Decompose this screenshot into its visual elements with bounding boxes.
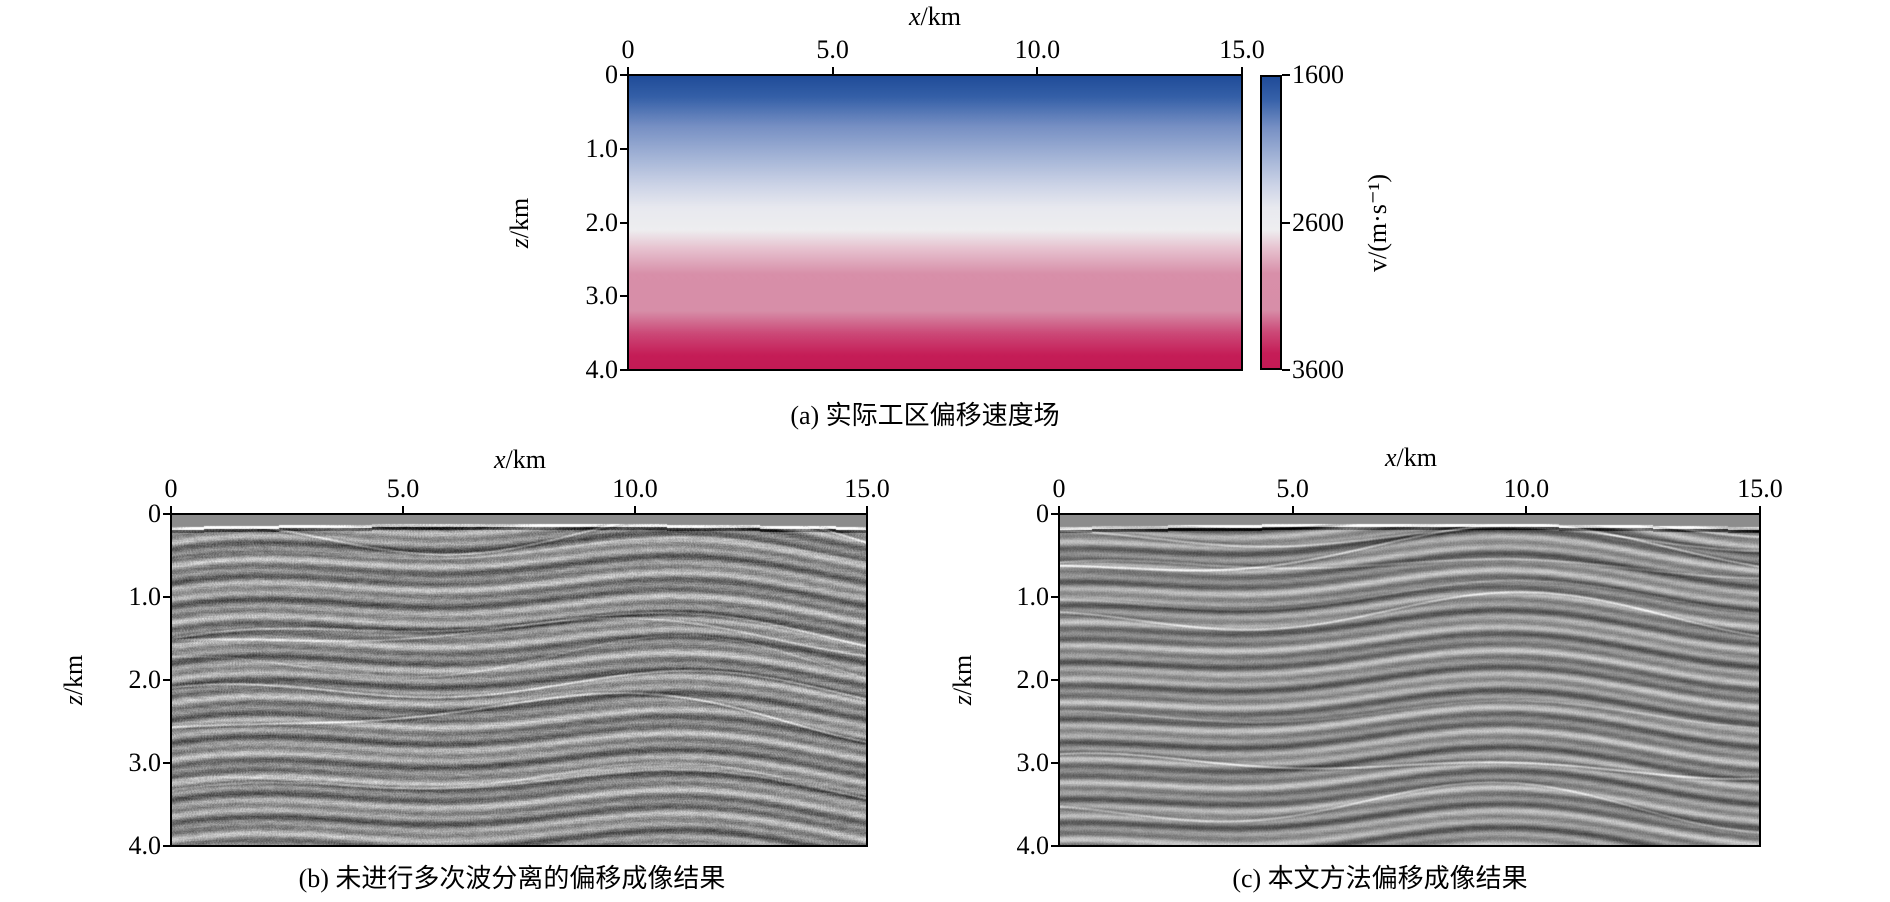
x-tick-mark bbox=[1036, 67, 1039, 75]
y-tick-mark bbox=[163, 513, 171, 515]
x-tick-label: 15.0 bbox=[844, 474, 890, 503]
x-tick-mark bbox=[1241, 67, 1243, 75]
z-axis-title: z/km bbox=[948, 655, 978, 706]
y-tick-mark bbox=[620, 295, 628, 298]
x-axis-var: x bbox=[1385, 443, 1397, 472]
z-axis-unit: /km bbox=[59, 654, 88, 696]
x-tick-mark bbox=[634, 506, 636, 514]
colorbar-tick-label: 2600 bbox=[1292, 207, 1344, 237]
y-tick-mark bbox=[1051, 679, 1059, 681]
z-axis-title: z/km bbox=[59, 655, 89, 706]
x-tick-label: 5.0 bbox=[1276, 474, 1309, 503]
x-tick-mark bbox=[1058, 506, 1060, 514]
y-tick-label: 2.0 bbox=[585, 207, 619, 237]
y-tick-label: 1.0 bbox=[585, 133, 619, 163]
y-tick-label: 3.0 bbox=[1016, 748, 1050, 777]
x-tick-label: 0 bbox=[621, 35, 635, 64]
x-tick-mark bbox=[627, 67, 629, 75]
x-tick-label: 10.0 bbox=[1503, 474, 1550, 503]
y-tick-mark bbox=[620, 369, 628, 371]
colorbar-tick-mark bbox=[1282, 74, 1290, 76]
plot-frame-b bbox=[170, 513, 868, 847]
y-tick-mark bbox=[163, 596, 171, 598]
plot-image-a bbox=[628, 75, 1242, 370]
z-axis-var: z bbox=[59, 695, 88, 706]
z-axis-var: z bbox=[505, 237, 534, 248]
x-tick-mark bbox=[1291, 506, 1294, 514]
colorbar-tick-label: 1600 bbox=[1292, 60, 1344, 89]
x-tick-label: 0 bbox=[1052, 474, 1066, 503]
plot-frame-c bbox=[1058, 513, 1761, 847]
x-axis-var: x bbox=[909, 2, 921, 31]
x-tick-mark bbox=[831, 67, 834, 75]
x-tick-label: 5.0 bbox=[386, 474, 420, 503]
x-axis-unit: /km bbox=[920, 2, 961, 31]
colorbar-tick-label: 3600 bbox=[1292, 355, 1344, 384]
x-tick-mark bbox=[170, 506, 172, 514]
y-tick-label: 3.0 bbox=[585, 281, 619, 311]
colorbar-title: v/(m·s⁻¹) bbox=[1363, 173, 1392, 272]
y-tick-mark bbox=[1051, 845, 1059, 847]
colorbar-tick-mark bbox=[1282, 369, 1290, 371]
y-tick-mark bbox=[1051, 762, 1059, 764]
x-axis-var: x bbox=[494, 445, 506, 474]
x-axis-title: x/km bbox=[909, 2, 961, 32]
x-tick-mark bbox=[1525, 506, 1528, 514]
x-axis-unit: /km bbox=[1396, 443, 1437, 472]
x-tick-label: 15.0 bbox=[1737, 474, 1783, 503]
figure-caption-b: (b) 未进行多次波分离的偏移成像结果 bbox=[298, 864, 726, 893]
z-axis-title: z/km bbox=[505, 197, 535, 248]
x-tick-label: 10.0 bbox=[612, 474, 658, 503]
figure-caption-c: (c) 本文方法偏移成像结果 bbox=[1232, 864, 1528, 893]
y-tick-mark bbox=[163, 679, 171, 681]
x-axis-unit: /km bbox=[505, 445, 546, 474]
x-tick-mark bbox=[1759, 506, 1761, 514]
colorbar bbox=[1260, 75, 1282, 370]
y-tick-label: 2.0 bbox=[128, 665, 162, 694]
y-tick-label: 4.0 bbox=[128, 831, 162, 860]
x-tick-label: 10.0 bbox=[1014, 35, 1061, 64]
plot-image-b bbox=[171, 514, 867, 846]
y-tick-label: 0 bbox=[148, 499, 161, 528]
z-axis-var: z bbox=[948, 695, 977, 706]
plot-frame-a bbox=[627, 74, 1243, 371]
x-tick-mark bbox=[866, 506, 868, 514]
y-tick-mark bbox=[1051, 596, 1059, 598]
y-tick-mark bbox=[620, 147, 628, 150]
y-tick-label: 0 bbox=[605, 60, 618, 89]
y-tick-label: 0 bbox=[1036, 499, 1049, 528]
x-tick-label: 0 bbox=[164, 474, 178, 503]
y-tick-mark bbox=[163, 845, 171, 847]
y-tick-mark bbox=[1051, 513, 1059, 515]
plot-image-c bbox=[1059, 514, 1760, 846]
y-tick-label: 4.0 bbox=[1016, 831, 1050, 860]
x-axis-title: x/km bbox=[494, 445, 546, 475]
x-tick-mark bbox=[402, 506, 404, 514]
figure-caption-a: (a) 实际工区偏移速度场 bbox=[790, 401, 1060, 430]
y-tick-label: 1.0 bbox=[1016, 582, 1050, 611]
y-tick-label: 4.0 bbox=[585, 355, 619, 384]
colorbar-tick-mark bbox=[1282, 221, 1290, 224]
y-tick-label: 2.0 bbox=[1016, 665, 1050, 694]
x-tick-label: 15.0 bbox=[1219, 35, 1265, 64]
z-axis-unit: /km bbox=[505, 197, 534, 238]
y-tick-mark bbox=[620, 221, 628, 224]
y-tick-mark bbox=[163, 762, 171, 764]
y-tick-label: 1.0 bbox=[128, 582, 162, 611]
y-tick-mark bbox=[620, 74, 628, 76]
x-tick-label: 5.0 bbox=[816, 35, 849, 64]
z-axis-unit: /km bbox=[948, 654, 977, 696]
x-axis-title: x/km bbox=[1385, 443, 1437, 473]
y-tick-label: 3.0 bbox=[128, 748, 162, 777]
